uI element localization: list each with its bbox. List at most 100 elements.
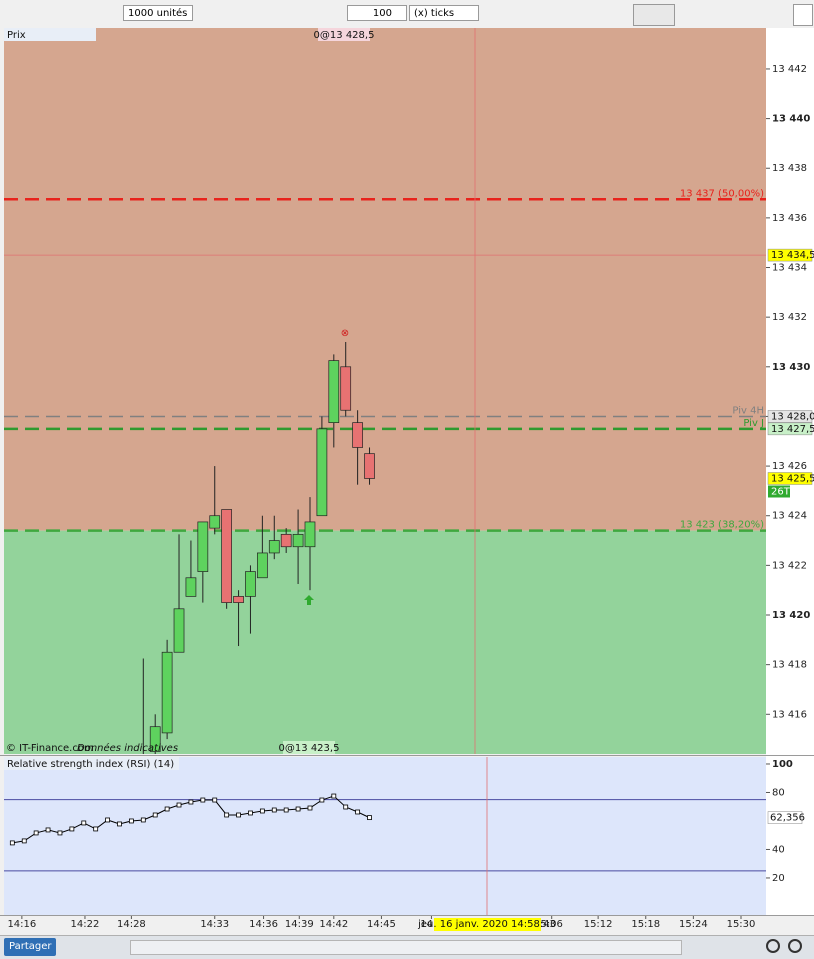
candle-body xyxy=(209,515,221,529)
y-tick-label: 13 420 xyxy=(772,610,810,621)
candle-body xyxy=(292,533,304,548)
y-tick-label: 13 436 xyxy=(772,213,807,224)
rsi-point xyxy=(319,797,325,803)
rsi-point xyxy=(307,805,313,811)
tick-unit-select[interactable]: (x) ticks xyxy=(409,5,479,21)
x-tick-label: 14:36 xyxy=(249,919,278,930)
rsi-point xyxy=(176,802,182,808)
chart: 13 437 (50,00%) Piv 4H Piv J 13 423 (38,20%… xyxy=(0,28,814,931)
quantity-select[interactable]: 1000 unités xyxy=(123,5,193,21)
rsi-point xyxy=(188,799,194,805)
tick-count: 100 xyxy=(372,8,392,19)
price-tag-label: 13 428,0 xyxy=(771,411,814,422)
axis-strip xyxy=(766,28,814,915)
toolbar: 1000 unités 100 (x) ticks xyxy=(0,0,814,28)
rsi-point xyxy=(283,807,289,813)
x-tick-label: 15:24 xyxy=(679,919,708,930)
candle-body xyxy=(316,428,328,517)
price-tag xyxy=(767,410,813,423)
rsi-point xyxy=(57,830,63,836)
y-tick-label: 13 442 xyxy=(772,64,807,75)
rsi-point xyxy=(117,821,122,827)
rsi-point xyxy=(105,817,110,823)
tick-unit: (x) ticks xyxy=(414,8,455,19)
level-label: 13 423 (38,20%) xyxy=(680,520,764,531)
price-tag-label: 13 425,5 xyxy=(771,473,814,484)
y-tick-label: 13 438 xyxy=(772,163,807,174)
x-tick-label: 14:5 xyxy=(420,919,442,930)
x-tick-label: 14:39 xyxy=(285,919,314,930)
x-tick-label: 14:45 xyxy=(367,919,396,930)
title-bg xyxy=(4,757,179,770)
level-label: Piv J xyxy=(743,418,764,429)
zoom-in[interactable] xyxy=(788,939,802,953)
candle-body xyxy=(352,422,363,448)
rsi-point xyxy=(271,807,277,813)
y-tick-label: 13 430 xyxy=(772,362,810,373)
candle-body xyxy=(221,509,232,603)
rsi-point xyxy=(212,797,218,803)
rsi-point xyxy=(331,793,337,799)
bottom-annot-bg xyxy=(283,741,335,754)
y-tick-label: 40 xyxy=(772,844,785,855)
rsi-point xyxy=(93,826,99,832)
candle-body xyxy=(364,453,375,479)
rsi-point xyxy=(224,812,230,818)
top-annot-bg xyxy=(318,28,370,41)
crosshair-time: jeu. 16 janv. 2020 14:58:43 xyxy=(417,919,556,930)
bar-count: 26T xyxy=(771,486,791,497)
y-tick-label: 13 422 xyxy=(772,560,807,571)
rsi-point xyxy=(343,804,349,810)
panel-title: Relative strength index (RSI) (14) xyxy=(7,759,174,770)
x-tick-label: 14:28 xyxy=(117,919,146,930)
candle-body xyxy=(233,596,244,603)
y-tick-label: 20 xyxy=(772,873,785,884)
rsi-point xyxy=(248,810,253,816)
y-tick-label: 13 424 xyxy=(772,511,807,522)
signal-exit: ⊗ xyxy=(341,328,349,339)
candle-body xyxy=(280,533,292,548)
x-tick-label: 15:30 xyxy=(727,919,756,930)
zone-upper xyxy=(4,28,766,531)
rsi-point xyxy=(45,827,51,833)
rsi-point xyxy=(164,806,170,812)
candle-body xyxy=(257,552,268,579)
crosshair-time-bg xyxy=(434,918,541,931)
candle-body xyxy=(328,360,340,423)
panel-title: Prix xyxy=(7,30,26,41)
rsi-tag xyxy=(767,811,803,824)
rsi-value-label: 62,356 xyxy=(770,813,805,824)
x-tick-label: 14:22 xyxy=(71,919,100,930)
zoom-out[interactable] xyxy=(766,939,780,953)
x-tick-label: 14:42 xyxy=(319,919,348,930)
y-tick-label: 13 440 xyxy=(772,114,810,125)
panel-button[interactable] xyxy=(793,4,813,26)
bottom-bar: Partager xyxy=(0,935,814,959)
share-button[interactable]: Partager xyxy=(4,938,57,956)
candle-body xyxy=(245,571,256,597)
signal-entry xyxy=(304,595,314,605)
price-tag xyxy=(767,248,813,262)
scrollbar[interactable] xyxy=(130,940,682,955)
rsi-point xyxy=(33,830,39,836)
rsi-point xyxy=(140,817,146,823)
bottom-annotation: 0@13 423,5 xyxy=(279,743,340,754)
level-label: 13 437 (50,00%) xyxy=(680,188,764,199)
copyright: © IT-Finance.com xyxy=(6,743,94,754)
price-tag xyxy=(767,472,813,485)
title-bg xyxy=(4,28,96,41)
zone-lower xyxy=(4,530,766,754)
quantity: 1000 unités xyxy=(128,8,188,19)
y-tick-label: 80 xyxy=(772,787,785,798)
disclaimer: Données indicatives xyxy=(77,742,178,754)
candle-body xyxy=(340,366,352,411)
chart-type-button[interactable] xyxy=(633,4,675,26)
y-tick-label: 13 432 xyxy=(772,312,807,323)
rsi-point xyxy=(9,840,15,846)
tick-count-input[interactable]: 100 xyxy=(347,5,407,21)
y-tick-label: 100 xyxy=(772,759,793,770)
candle-body xyxy=(304,521,316,548)
candle-body xyxy=(268,540,280,554)
rsi-point xyxy=(200,797,206,803)
